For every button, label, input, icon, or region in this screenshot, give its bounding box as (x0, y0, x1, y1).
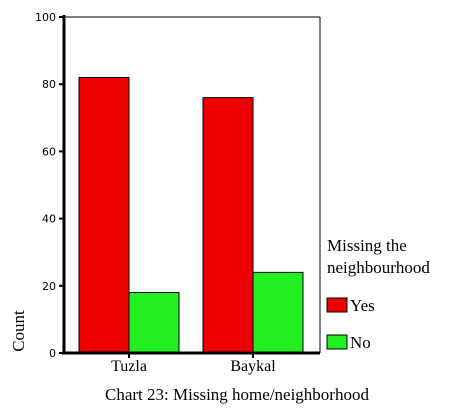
bar-tuzla-yes (78, 76, 130, 354)
axes: 0 20 40 60 80 100 Tuzla Baykal (35, 11, 321, 375)
bar-baykal-yes (202, 97, 254, 354)
y-tick-label: 80 (42, 78, 56, 91)
y-axis-label: Count (9, 310, 28, 352)
legend-label-yes: Yes (350, 296, 375, 315)
y-tick-label: 40 (42, 213, 56, 226)
y-tick-label: 60 (42, 145, 56, 158)
legend: Missing the neighbourhood Yes No (326, 236, 430, 352)
chart-caption: Chart 23: Missing home/neighborhood (105, 385, 369, 404)
y-tick-label: 20 (42, 280, 56, 293)
legend-label-no: No (350, 333, 371, 352)
y-tick-label: 0 (49, 347, 56, 360)
bar-baykal-no (252, 271, 304, 354)
legend-title-line: Missing the (327, 236, 407, 255)
legend-title-line: neighbourhood (327, 258, 430, 277)
y-tick-label: 100 (35, 11, 56, 24)
x-tick-label-tuzla: Tuzla (111, 358, 147, 375)
plot-area (78, 76, 304, 354)
legend-swatch-no (326, 334, 348, 350)
legend-swatch-yes (326, 297, 348, 313)
bar-tuzla-no (128, 292, 180, 354)
x-tick-label-baykal: Baykal (230, 358, 276, 375)
